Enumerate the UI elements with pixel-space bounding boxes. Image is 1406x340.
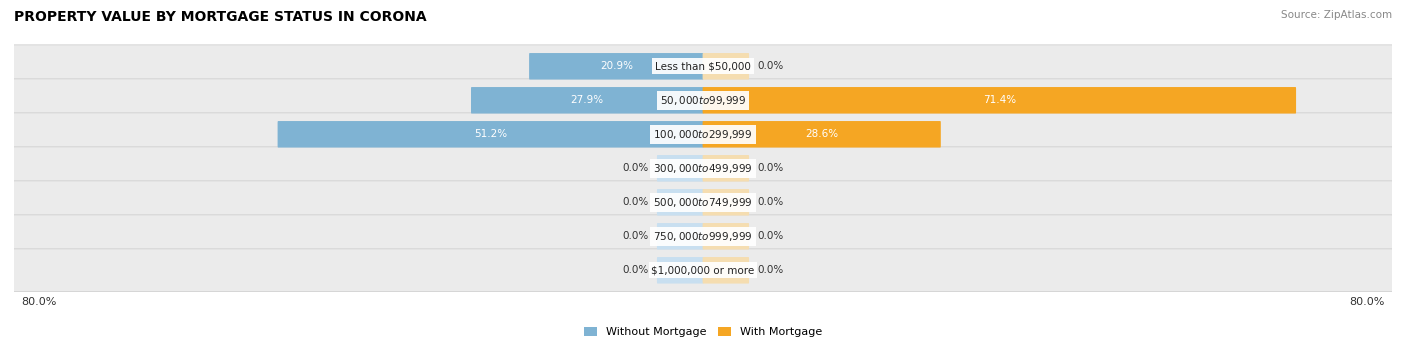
- Text: Less than $50,000: Less than $50,000: [655, 61, 751, 71]
- FancyBboxPatch shape: [657, 223, 703, 250]
- FancyBboxPatch shape: [657, 189, 703, 216]
- Text: $1,000,000 or more: $1,000,000 or more: [651, 265, 755, 275]
- FancyBboxPatch shape: [13, 249, 1393, 292]
- FancyBboxPatch shape: [657, 257, 703, 284]
- Text: 0.0%: 0.0%: [623, 231, 650, 241]
- FancyBboxPatch shape: [703, 257, 749, 284]
- FancyBboxPatch shape: [703, 223, 749, 250]
- Text: 28.6%: 28.6%: [806, 129, 838, 139]
- Text: $50,000 to $99,999: $50,000 to $99,999: [659, 94, 747, 107]
- Text: 0.0%: 0.0%: [623, 265, 650, 275]
- FancyBboxPatch shape: [529, 53, 703, 80]
- Text: 27.9%: 27.9%: [571, 95, 603, 105]
- Text: 0.0%: 0.0%: [756, 231, 783, 241]
- Text: Source: ZipAtlas.com: Source: ZipAtlas.com: [1281, 10, 1392, 20]
- FancyBboxPatch shape: [13, 181, 1393, 224]
- FancyBboxPatch shape: [703, 87, 1296, 114]
- Text: 0.0%: 0.0%: [756, 197, 783, 207]
- FancyBboxPatch shape: [657, 155, 703, 182]
- FancyBboxPatch shape: [703, 121, 941, 148]
- Text: 0.0%: 0.0%: [756, 265, 783, 275]
- FancyBboxPatch shape: [13, 113, 1393, 156]
- Text: PROPERTY VALUE BY MORTGAGE STATUS IN CORONA: PROPERTY VALUE BY MORTGAGE STATUS IN COR…: [14, 10, 426, 24]
- Text: 0.0%: 0.0%: [756, 61, 783, 71]
- FancyBboxPatch shape: [13, 79, 1393, 122]
- Text: $100,000 to $299,999: $100,000 to $299,999: [654, 128, 752, 141]
- Text: $300,000 to $499,999: $300,000 to $499,999: [654, 162, 752, 175]
- Text: 0.0%: 0.0%: [756, 163, 783, 173]
- FancyBboxPatch shape: [13, 215, 1393, 258]
- Text: 0.0%: 0.0%: [623, 197, 650, 207]
- Text: 20.9%: 20.9%: [600, 61, 633, 71]
- Text: $500,000 to $749,999: $500,000 to $749,999: [654, 196, 752, 209]
- FancyBboxPatch shape: [277, 121, 703, 148]
- FancyBboxPatch shape: [703, 53, 749, 80]
- Text: 71.4%: 71.4%: [983, 95, 1017, 105]
- FancyBboxPatch shape: [471, 87, 703, 114]
- Legend: Without Mortgage, With Mortgage: Without Mortgage, With Mortgage: [579, 322, 827, 340]
- FancyBboxPatch shape: [13, 45, 1393, 88]
- FancyBboxPatch shape: [13, 147, 1393, 190]
- Text: 0.0%: 0.0%: [623, 163, 650, 173]
- FancyBboxPatch shape: [703, 189, 749, 216]
- Text: $750,000 to $999,999: $750,000 to $999,999: [654, 230, 752, 243]
- FancyBboxPatch shape: [703, 155, 749, 182]
- Text: 51.2%: 51.2%: [474, 129, 508, 139]
